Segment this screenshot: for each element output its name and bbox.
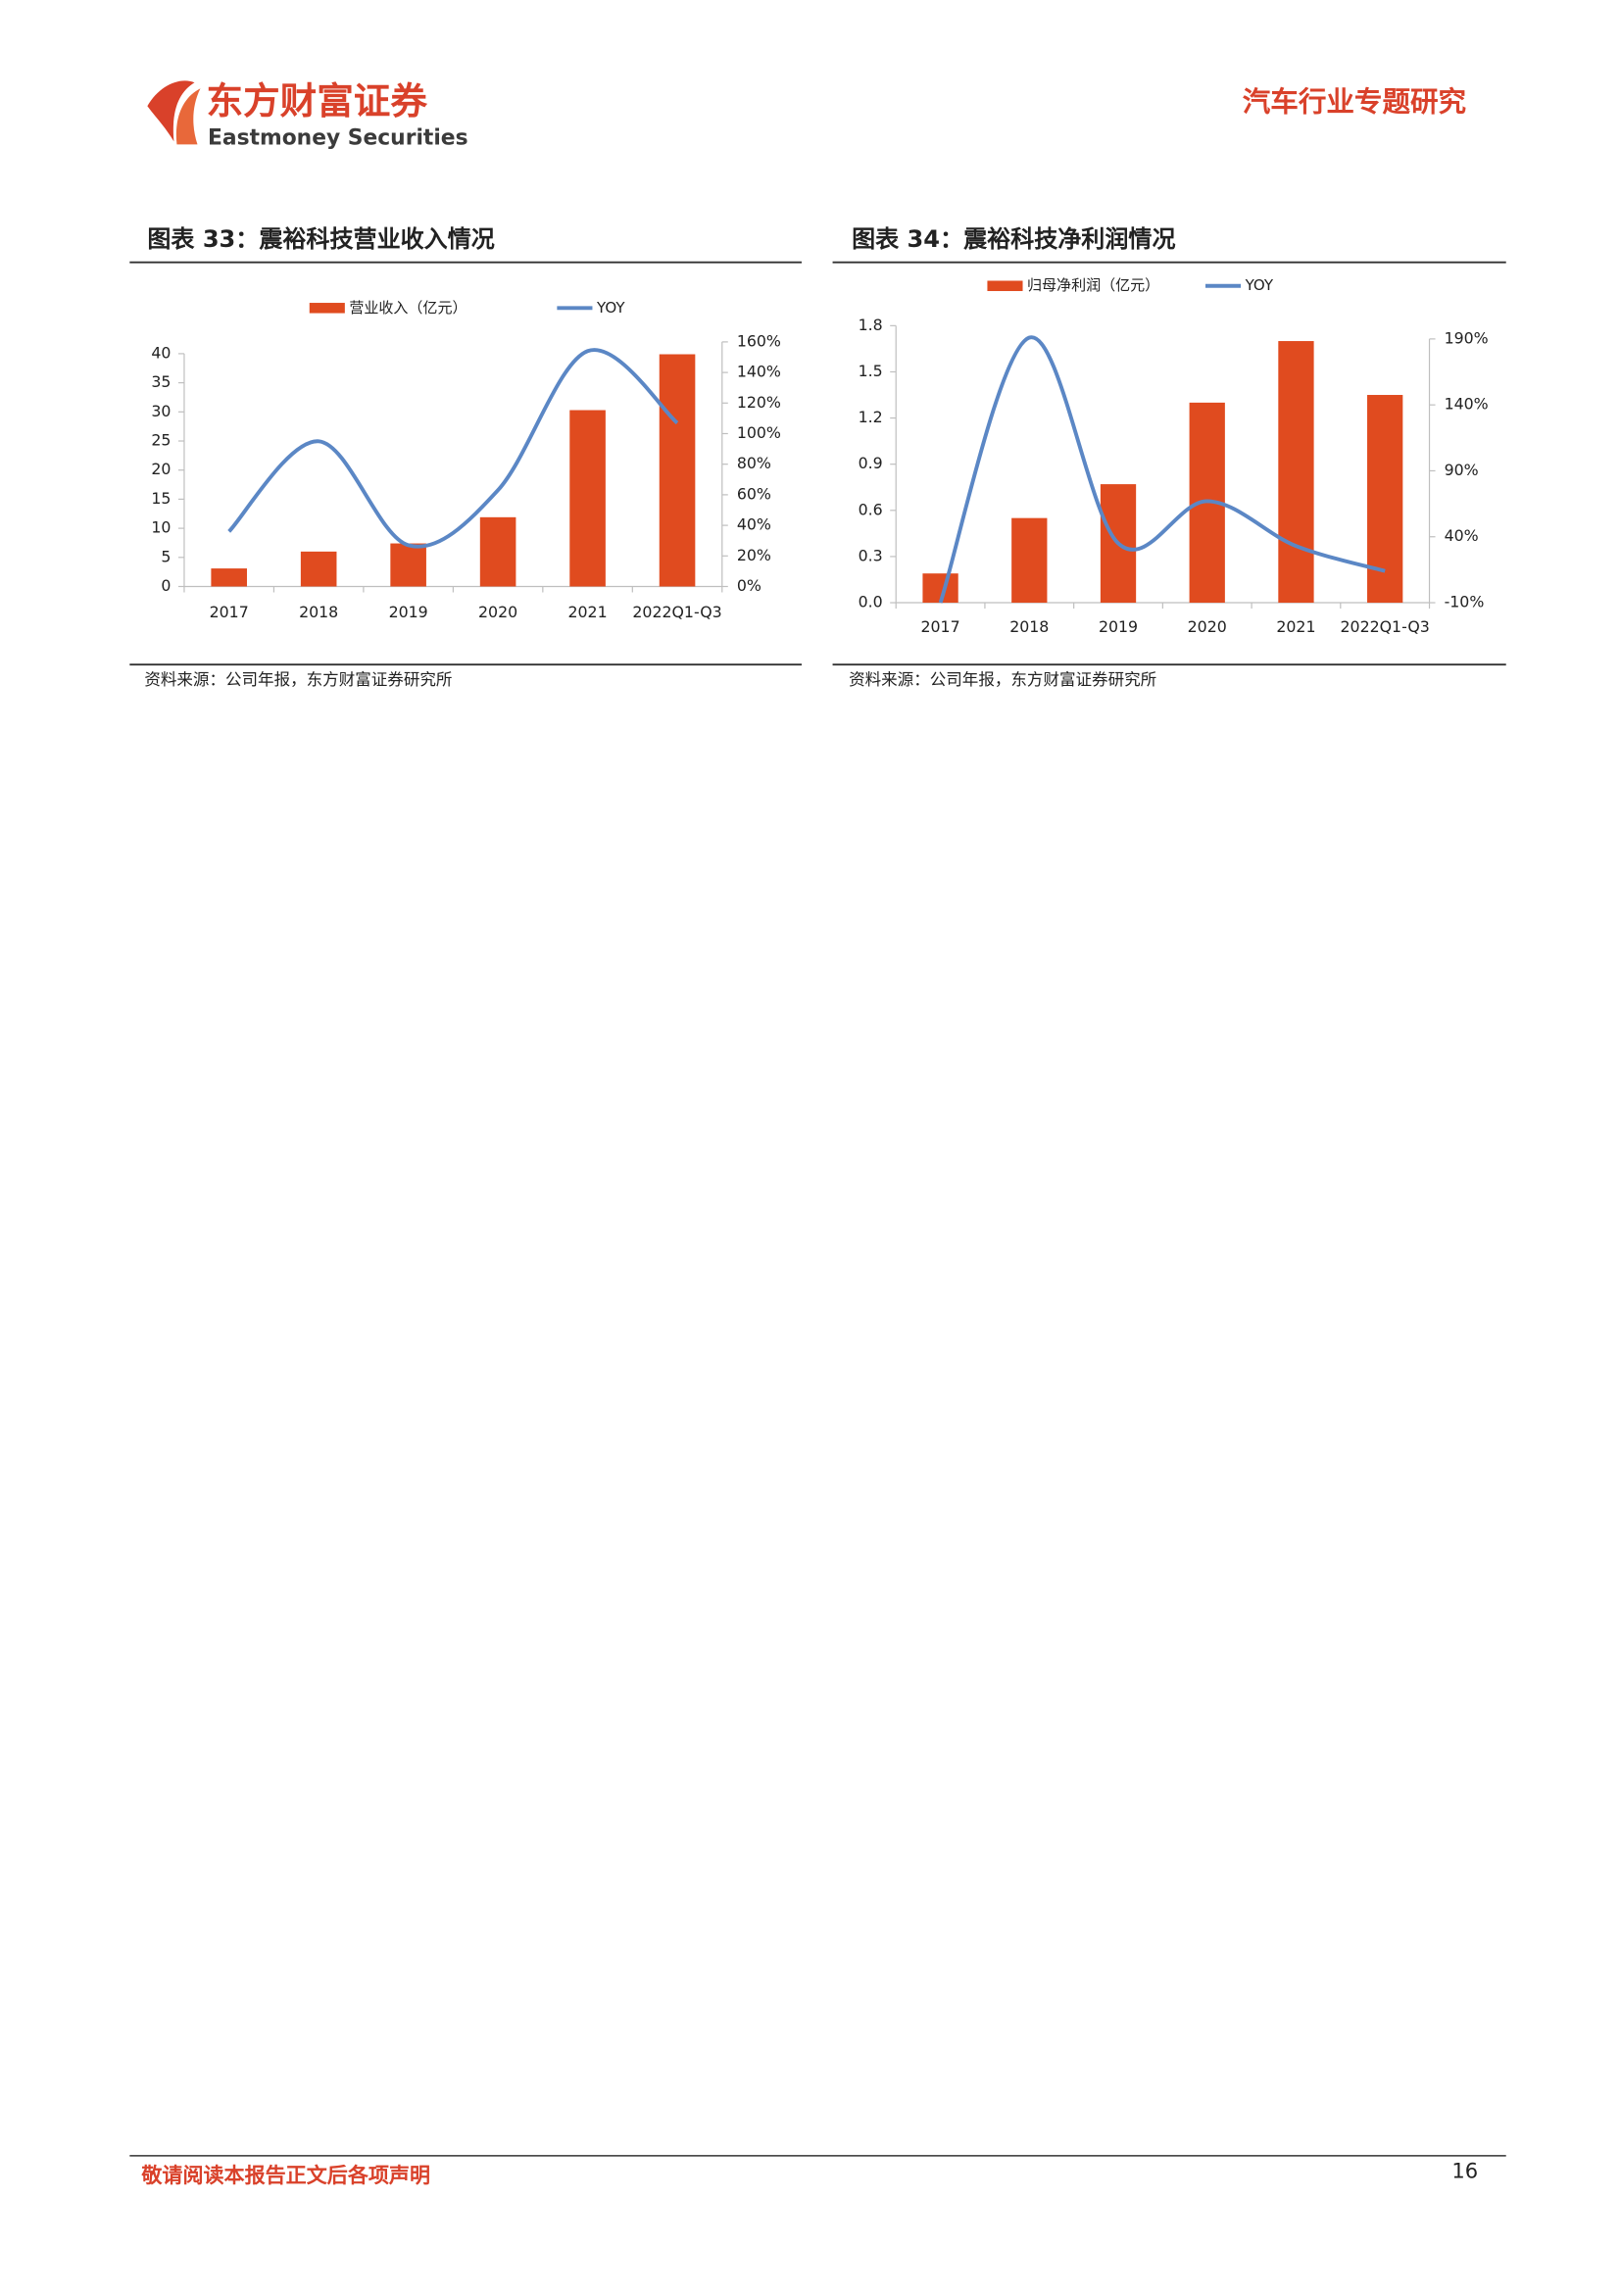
x-tick-label: 2018 (299, 603, 338, 621)
yoy-line (938, 335, 1386, 604)
y-tick-label: 1.8 (859, 316, 883, 334)
figure-title: 图表 33：震裕科技营业收入情况 (147, 225, 494, 253)
bar (1011, 517, 1048, 604)
y-tick-label: 0.6 (859, 500, 883, 518)
bar (569, 410, 606, 587)
logo-icon (147, 80, 195, 142)
x-tick-label: 2019 (1099, 617, 1138, 636)
report-type: 汽车行业专题研究 (1243, 84, 1466, 118)
y2-tick-label: 90% (1445, 461, 1479, 479)
logo-en: Eastmoney Securities (208, 125, 468, 150)
bar (1278, 341, 1314, 604)
logo-icon (175, 88, 201, 145)
source-note: 资料来源：公司年报，东方财富证券研究所 (849, 670, 1156, 689)
y-tick-label: 1.2 (859, 408, 883, 426)
y2-tick-label: 140% (1445, 395, 1489, 414)
x-tick-label: 2021 (1276, 617, 1315, 636)
y2-tick-label: 190% (1445, 328, 1489, 347)
y-tick-label: 10 (151, 518, 171, 537)
x-tick-label: 2022Q1-Q3 (632, 603, 721, 621)
bar (659, 354, 696, 587)
y-tick-label: 0.3 (859, 546, 883, 564)
bar (479, 516, 516, 587)
bar (390, 543, 426, 587)
logo: 东方财富证券 Eastmoney Securities (147, 79, 468, 150)
x-tick-label: 2017 (210, 603, 249, 621)
y2-tick-label: 80% (737, 454, 771, 472)
x-tick-label: 2021 (568, 603, 608, 621)
yoy-line (227, 348, 679, 549)
y2-tick-label: 140% (737, 363, 781, 381)
disclaimer: 敬请阅读本报告正文后各项声明 (140, 2163, 430, 2187)
source-note: 资料来源：公司年报，东方财富证券研究所 (144, 670, 452, 689)
page-number: 16 (1451, 2158, 1478, 2182)
y2-tick-label: 20% (737, 546, 771, 564)
x-tick-label: 2022Q1-Q3 (1341, 617, 1430, 636)
y-tick-label: 0.0 (859, 593, 883, 611)
y-tick-label: 0 (161, 576, 171, 595)
y2-tick-label: -10% (1445, 593, 1485, 611)
y-tick-label: 1.5 (859, 362, 883, 380)
y-tick-label: 20 (151, 460, 171, 478)
bar (1367, 395, 1403, 604)
x-tick-label: 2019 (389, 603, 428, 621)
figure-title: 图表 34：震裕科技净利润情况 (852, 225, 1175, 253)
x-tick-label: 2017 (921, 617, 960, 636)
y2-tick-label: 160% (737, 331, 781, 350)
bar (300, 551, 337, 587)
y-tick-label: 35 (151, 372, 171, 391)
x-tick-label: 2020 (1188, 617, 1227, 636)
x-tick-label: 2018 (1009, 617, 1049, 636)
y2-tick-label: 100% (737, 423, 781, 442)
legend-label: YOY (1245, 276, 1274, 294)
legend-swatch (309, 303, 345, 314)
y-tick-label: 0.9 (859, 454, 883, 472)
y2-tick-label: 0% (737, 576, 761, 595)
y2-tick-label: 40% (737, 515, 771, 534)
legend-label: 营业收入（亿元） (349, 299, 467, 317)
y2-tick-label: 40% (1445, 526, 1479, 545)
bar (211, 568, 247, 587)
y2-tick-label: 60% (737, 484, 771, 503)
y2-tick-label: 120% (737, 393, 781, 412)
y-tick-label: 30 (151, 402, 171, 420)
legend-label: 归母净利润（亿元） (1027, 276, 1159, 294)
x-tick-label: 2020 (478, 603, 517, 621)
y-tick-label: 25 (151, 431, 171, 450)
logo-cn: 东方财富证券 (207, 79, 428, 122)
y-tick-label: 5 (161, 547, 171, 565)
legend-label: YOY (596, 299, 625, 317)
legend-swatch (987, 280, 1023, 292)
y-tick-label: 40 (151, 343, 171, 362)
y-tick-label: 15 (151, 489, 171, 508)
